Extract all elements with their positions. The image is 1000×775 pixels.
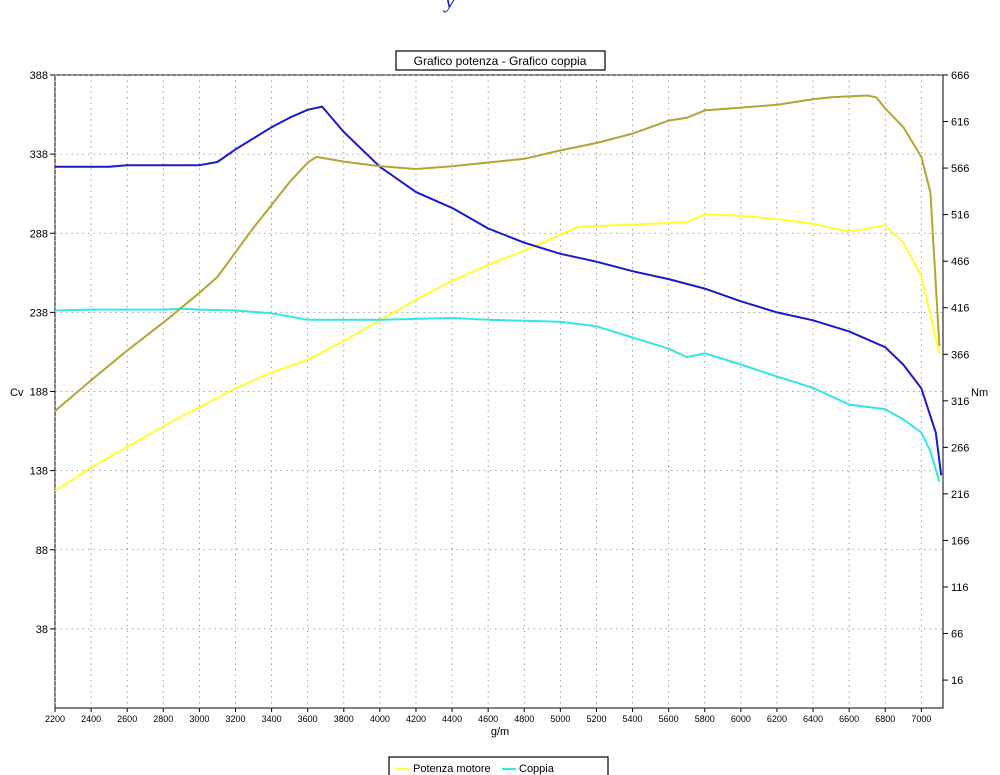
- y-left-tick-label: 88: [36, 545, 48, 557]
- y-left-tick-label: 38: [36, 624, 48, 636]
- x-tick-label: 7000: [911, 714, 931, 724]
- x-tick-label: 6800: [875, 714, 895, 724]
- y-right-tick-label: 266: [951, 442, 969, 454]
- x-tick-label: 3600: [298, 714, 318, 724]
- x-tick-label: 2800: [153, 714, 173, 724]
- y-right-tick-label: 416: [951, 303, 969, 315]
- series-line-2: [55, 105, 943, 476]
- legend: Potenza motore Coppia: [388, 756, 609, 775]
- left-axis-ticks: 38 88 138 188 238 288 338 388: [30, 70, 55, 636]
- y-right-tick-label: 616: [951, 117, 969, 129]
- x-tick-label: 2400: [81, 714, 101, 724]
- chart-title: Grafico potenza - Grafico coppia: [395, 50, 606, 71]
- y-right-axis-title: Nm: [971, 387, 988, 399]
- y-left-axis-title: Cv: [10, 387, 24, 399]
- y-right-tick-label: 216: [951, 489, 969, 501]
- y-right-tick-label: 116: [951, 582, 969, 594]
- chart-title-text: Grafico potenza - Grafico coppia: [414, 54, 587, 68]
- series-group: [54, 94, 943, 493]
- x-tick-label: 4600: [478, 714, 498, 724]
- legend-box: [388, 756, 609, 775]
- x-tick-label: 5000: [550, 714, 570, 724]
- y-left-tick-label: 138: [30, 466, 48, 478]
- series-line-0: [54, 213, 941, 493]
- x-tick-label: 6400: [803, 714, 823, 724]
- y-right-tick-label: 16: [951, 675, 963, 687]
- x-tick-label: 6600: [839, 714, 859, 724]
- x-tick-label: 4200: [406, 714, 426, 724]
- y-left-tick-label: 338: [30, 149, 48, 161]
- y-left-tick-label: 388: [30, 70, 48, 82]
- y-left-tick-label: 288: [30, 228, 48, 240]
- x-tick-label: 4000: [370, 714, 390, 724]
- y-right-tick-label: 666: [951, 70, 969, 82]
- y-right-tick-label: 566: [951, 163, 969, 175]
- x-tick-label: 2200: [45, 714, 65, 724]
- x-tick-label: 5400: [623, 714, 643, 724]
- y-right-tick-label: 66: [951, 629, 963, 641]
- y-right-tick-label: 166: [951, 535, 969, 547]
- x-tick-label: 4400: [442, 714, 462, 724]
- x-tick-label: 3200: [225, 714, 245, 724]
- x-tick-label: 3000: [189, 714, 209, 724]
- series-line-1: [54, 307, 941, 483]
- grid: [54, 74, 943, 708]
- legend-label-coppia: Coppia: [519, 763, 555, 775]
- x-axis-ticks: 2200 2400 2600 2800 3000 3200 3400 3600 3800 4000…: [45, 708, 931, 724]
- y-right-tick-label: 516: [951, 210, 969, 222]
- right-axis-ticks: 16 66 116 166 216 266 316 366 416 466 516 566 616 666: [943, 70, 969, 687]
- legend-label-potenza: Potenza motore: [413, 763, 491, 775]
- y-left-tick-label: 238: [30, 307, 48, 319]
- x-tick-label: 5200: [586, 714, 606, 724]
- x-tick-label: 6200: [767, 714, 787, 724]
- x-tick-label: 3800: [334, 714, 354, 724]
- x-tick-label: 2600: [117, 714, 137, 724]
- y-left-tick-label: 188: [30, 387, 48, 399]
- x-tick-label: 5800: [695, 714, 715, 724]
- x-tick-label: 6000: [731, 714, 751, 724]
- plot-area: [54, 74, 944, 709]
- y-right-tick-label: 366: [951, 349, 969, 361]
- chart-title-box: [395, 50, 606, 71]
- y-right-tick-label: 466: [951, 256, 969, 268]
- series-line-3: [54, 94, 941, 412]
- x-tick-label: 3400: [262, 714, 282, 724]
- cropped-header-text: y: [443, 0, 455, 13]
- x-axis-title: g/m: [491, 726, 509, 738]
- x-tick-label: 5600: [659, 714, 679, 724]
- y-right-tick-label: 316: [951, 396, 969, 408]
- x-tick-label: 4800: [514, 714, 534, 724]
